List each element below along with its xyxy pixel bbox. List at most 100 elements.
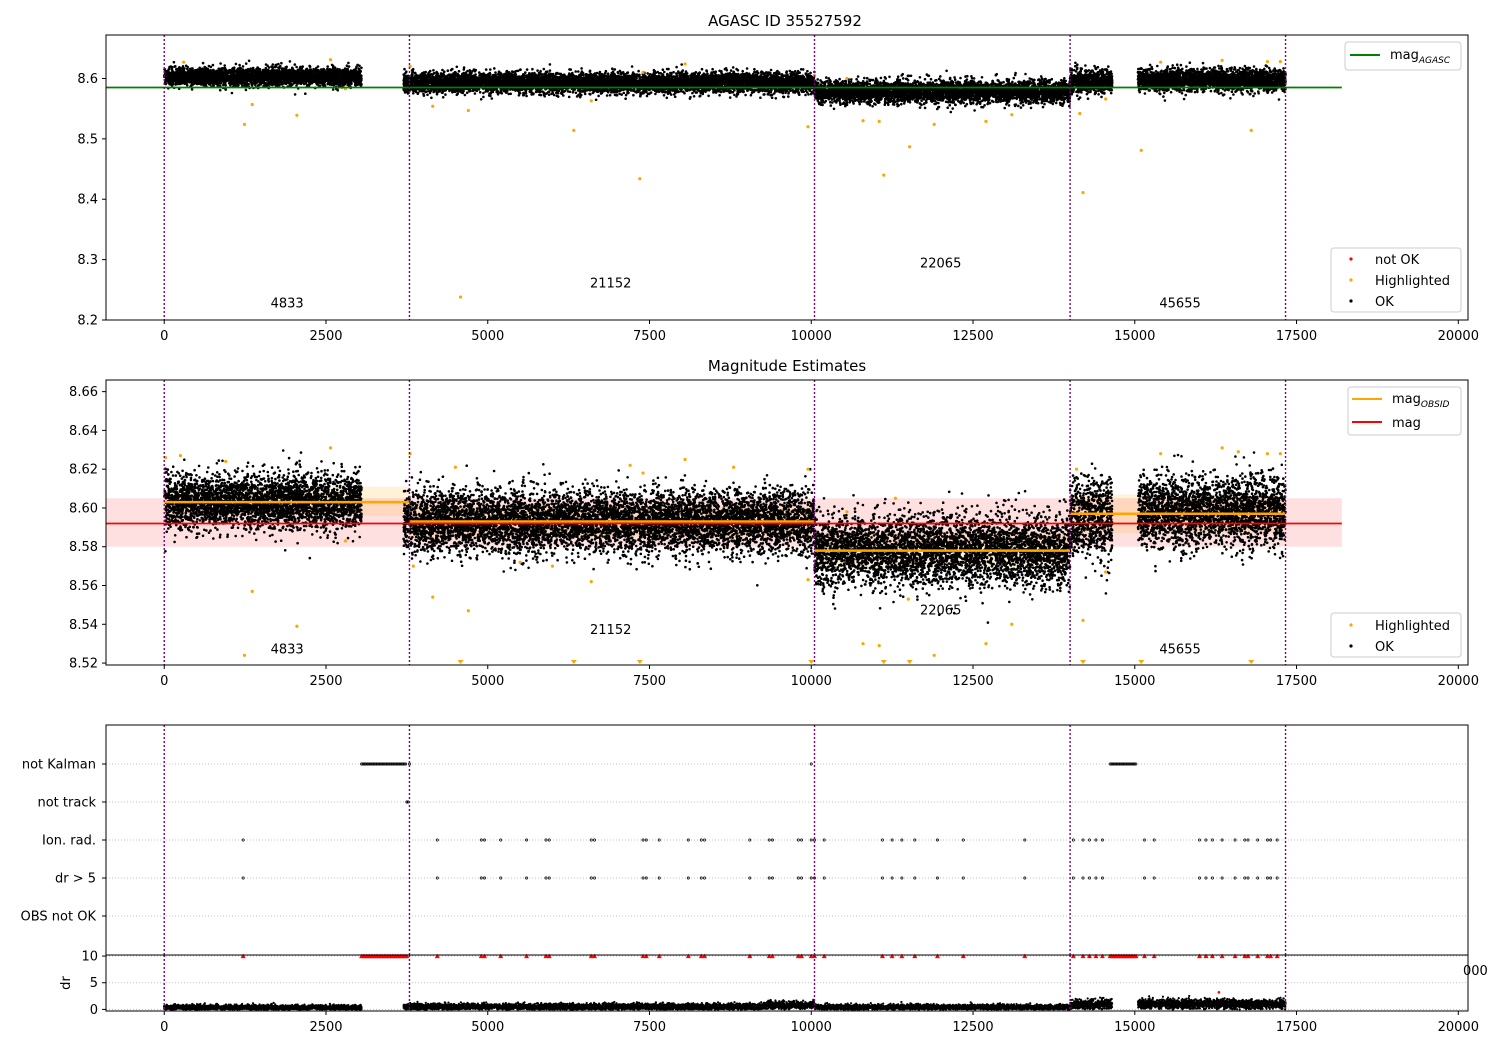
data-point-ok	[339, 83, 342, 86]
data-point-ok	[331, 88, 335, 91]
data-point-ok	[200, 72, 203, 76]
data-point-ok	[225, 79, 228, 83]
data-point-ok	[297, 79, 301, 82]
data-point-ok	[338, 68, 341, 71]
data-point-ok	[194, 76, 198, 79]
data-point-ok	[211, 63, 215, 67]
data-point-ok	[234, 78, 238, 81]
data-point-ok	[327, 80, 330, 83]
data-point-ok	[216, 80, 220, 83]
data-point-ok	[229, 69, 232, 72]
data-point-ok	[287, 76, 291, 80]
data-point-ok	[354, 76, 357, 79]
data-point-ok	[280, 81, 283, 85]
data-point-ok	[296, 81, 299, 85]
data-point-ok	[328, 69, 331, 72]
data-point-ok	[267, 73, 270, 76]
data-point-ok	[330, 63, 334, 67]
data-point-ok	[232, 69, 236, 73]
data-point-ok	[266, 64, 269, 67]
data-point-ok	[307, 73, 310, 76]
data-point-ok	[219, 78, 222, 82]
data-point-ok	[213, 71, 216, 74]
data-point-ok	[183, 67, 186, 70]
data-point-ok	[249, 67, 252, 70]
data-point-ok	[769, 68, 773, 72]
data-point-ok	[314, 68, 317, 71]
data-point-ok	[177, 81, 181, 84]
data-point-ok	[342, 74, 346, 77]
data-point-ok	[219, 62, 222, 65]
data-point-ok	[308, 65, 312, 68]
data-point-ok	[170, 65, 173, 68]
data-point-ok	[479, 98, 483, 101]
data-point-ok	[355, 65, 358, 69]
data-point-ok	[295, 65, 298, 69]
data-point-ok	[304, 92, 307, 95]
data-point-ok	[339, 71, 343, 75]
data-point-ok	[524, 71, 527, 74]
data-point-ok	[305, 69, 309, 72]
data-point-ok	[229, 81, 233, 85]
data-point-ok	[285, 68, 288, 71]
data-point-ok	[168, 82, 172, 86]
data-point-ok	[299, 77, 303, 80]
data-point-ok	[271, 63, 275, 66]
data-point-ok	[525, 94, 528, 98]
data-point-ok	[309, 80, 312, 83]
data-point-ok	[606, 72, 610, 75]
data-point-ok	[186, 75, 190, 79]
data-point-ok	[333, 66, 337, 69]
data-point-ok	[176, 68, 179, 72]
data-point-ok	[285, 78, 289, 81]
data-point-ok	[200, 81, 204, 84]
data-point-ok	[310, 70, 314, 74]
data-point-ok	[302, 76, 306, 79]
data-point-ok	[313, 78, 317, 81]
data-point-ok	[345, 64, 349, 67]
data-point-ok	[194, 69, 197, 72]
data-point-ok	[326, 67, 329, 71]
data-point-ok	[241, 70, 245, 73]
data-point-ok	[304, 79, 308, 83]
data-point-ok	[198, 66, 201, 70]
data-point-ok	[214, 82, 218, 85]
data-point-ok	[645, 94, 649, 98]
data-point-ok	[190, 83, 193, 87]
data-point-ok	[244, 62, 248, 65]
data-point-ok	[222, 72, 225, 76]
data-point-ok	[568, 90, 572, 94]
data-point-ok	[168, 75, 171, 79]
data-point-ok	[354, 67, 358, 71]
data-point-ok	[654, 92, 657, 96]
data-point-ok	[291, 76, 294, 80]
data-point-ok	[224, 75, 227, 78]
data-point-ok	[315, 80, 319, 84]
data-point-ok	[183, 71, 187, 74]
data-point-ok	[525, 68, 529, 71]
data-point-ok	[227, 76, 230, 79]
data-point-ok	[209, 79, 213, 82]
data-point-ok	[299, 74, 303, 78]
data-point-ok	[266, 78, 270, 82]
data-point-ok	[292, 74, 296, 77]
data-point-ok	[583, 92, 587, 96]
data-point-ok	[322, 82, 325, 86]
data-point-ok	[311, 75, 314, 79]
data-point-ok	[255, 74, 258, 77]
data-point-ok	[355, 80, 358, 84]
data-point-ok	[244, 74, 248, 78]
data-point-ok	[243, 78, 247, 82]
data-point-ok	[174, 83, 177, 86]
data-point-ok	[351, 79, 354, 82]
data-point-ok	[271, 77, 275, 80]
data-point-ok	[264, 66, 268, 70]
data-point-ok	[280, 61, 283, 65]
data-point-ok	[208, 71, 211, 75]
data-point-ok	[256, 66, 259, 69]
data-point-ok	[293, 63, 297, 66]
data-point-ok	[207, 78, 211, 82]
data-point-ok	[323, 76, 326, 79]
